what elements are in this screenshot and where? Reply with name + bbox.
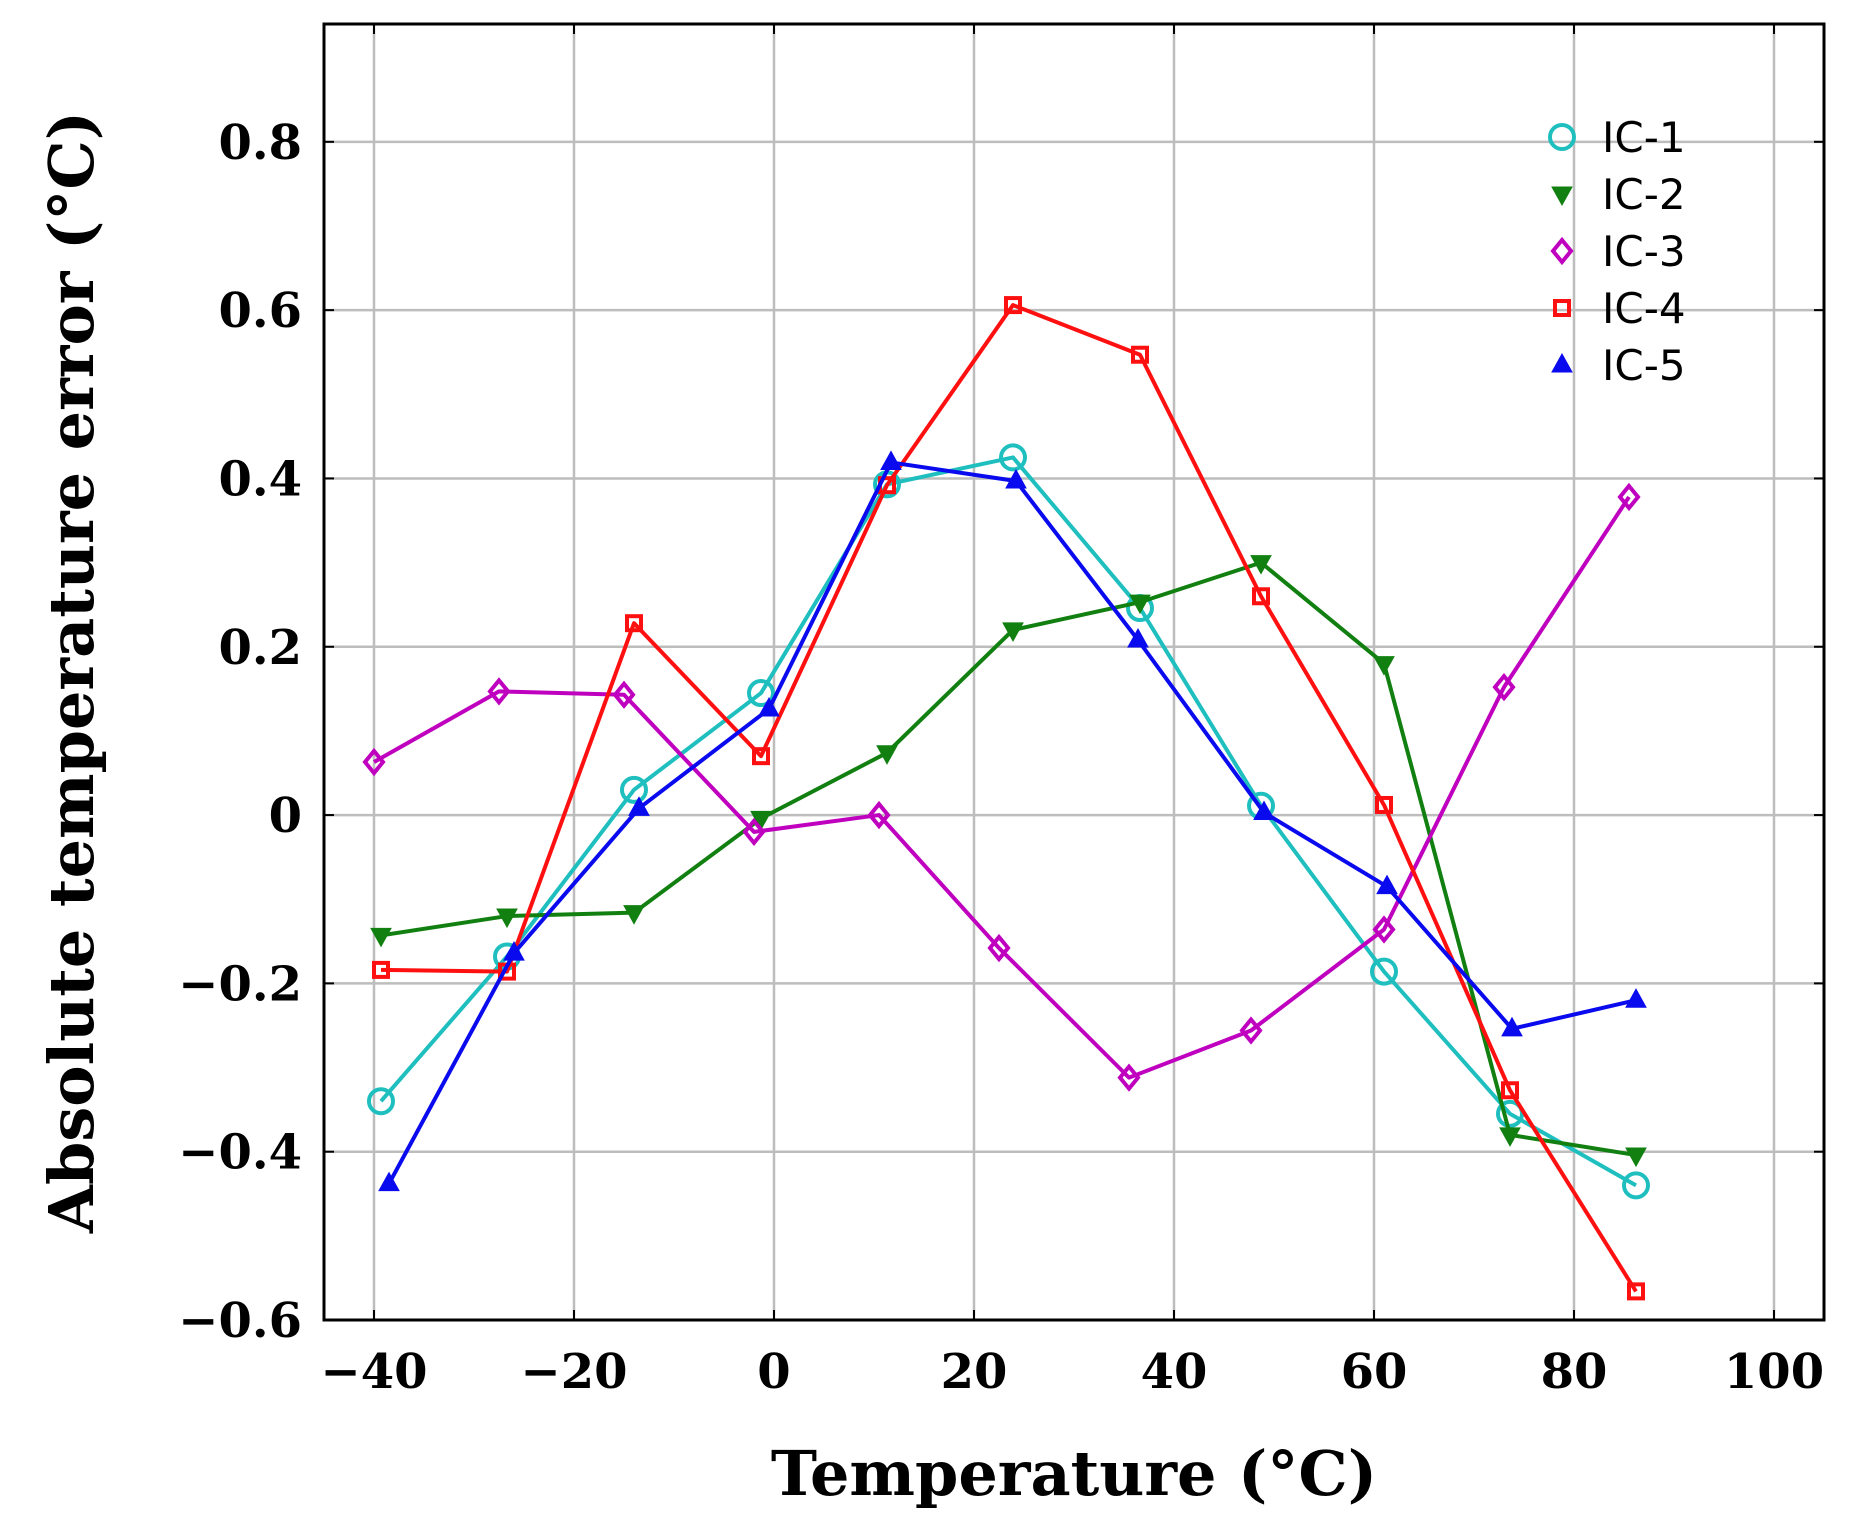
data-point (362, 747, 386, 777)
legend-entry-ic-3: IC-3 (1550, 227, 1686, 276)
data-point (1239, 1016, 1263, 1045)
series-ic-3 (362, 482, 1641, 1092)
data-point (999, 443, 1027, 472)
data-point (1496, 1099, 1524, 1128)
data-point (1131, 345, 1149, 364)
series-line (387, 460, 1637, 1185)
y-axis-label: Absolute temperature error (°C) (35, 111, 108, 1234)
legend-label: IC-2 (1602, 170, 1686, 219)
x-tick-label: 80 (1541, 1344, 1608, 1400)
data-point (747, 679, 775, 708)
legend-marker (1551, 352, 1573, 373)
data-point (372, 960, 390, 979)
data-point (1004, 296, 1022, 315)
series-ic-4 (372, 296, 1645, 1301)
data-point (1617, 482, 1641, 512)
legend: IC-1 IC-2 IC-3 IC-4 IC-5 (1548, 113, 1686, 390)
legend-entry-ic-4: IC-4 (1553, 284, 1686, 333)
data-point (496, 908, 518, 929)
data-point (620, 775, 648, 804)
data-point (876, 745, 898, 765)
plot-frame (322, 22, 1826, 1322)
data-point (1501, 1081, 1519, 1100)
data-point (1002, 622, 1024, 642)
plot-series (362, 296, 1650, 1301)
data-point (1627, 1282, 1645, 1301)
x-tick-label: 20 (941, 1344, 1008, 1400)
x-axis: −40 −20 0 20 40 60 80 100 (320, 24, 1824, 1400)
data-point (1375, 795, 1393, 814)
y-tick-label: −0.4 (178, 1125, 302, 1181)
series-line (380, 560, 1637, 1158)
data-point (623, 905, 645, 925)
data-point (612, 680, 636, 709)
y-tick-label: 0.2 (218, 620, 302, 676)
data-point (378, 1171, 400, 1192)
data-point (370, 927, 392, 948)
data-point (1622, 1171, 1650, 1200)
data-point (1117, 1063, 1141, 1092)
y-tick-label: −0.6 (178, 1293, 302, 1349)
series-line (380, 303, 1638, 1293)
data-point (503, 941, 525, 961)
x-tick-label: 100 (1724, 1344, 1824, 1400)
series-line (373, 495, 1631, 1080)
series-ic-2 (370, 555, 1647, 1168)
data-point (880, 450, 902, 470)
legend-entry-ic-1: IC-1 (1548, 113, 1686, 162)
data-point (1253, 800, 1275, 821)
data-point (742, 817, 766, 847)
y-tick-label: 0.6 (218, 283, 302, 339)
legend-marker (1553, 299, 1571, 317)
legend-entry-ic-5: IC-5 (1551, 341, 1686, 390)
data-point (987, 933, 1011, 963)
data-point (1499, 1127, 1521, 1147)
data-point (1625, 988, 1647, 1008)
series-ic-1 (367, 443, 1650, 1200)
data-point (1376, 874, 1398, 895)
data-point (1370, 957, 1398, 986)
data-point (1250, 555, 1272, 575)
data-point (367, 1087, 395, 1116)
y-axis: −0.6 −0.4 −0.2 0 0.2 0.4 0.6 0.8 (178, 115, 1824, 1349)
x-tick-label: 60 (1341, 1344, 1408, 1400)
legend-marker (1550, 236, 1574, 266)
legend-label: IC-5 (1602, 341, 1686, 390)
data-point (1373, 656, 1395, 676)
series-line (379, 455, 1637, 1188)
data-point (625, 614, 643, 633)
data-point (758, 696, 780, 717)
data-point (752, 747, 770, 766)
y-tick-label: 0.4 (218, 451, 302, 507)
x-tick-label: −20 (520, 1344, 627, 1400)
legend-label: IC-3 (1602, 227, 1686, 276)
data-point (1127, 627, 1149, 648)
y-tick-label: 0.8 (218, 115, 302, 171)
data-point (867, 800, 891, 830)
series-ic-5 (378, 450, 1647, 1192)
legend-entry-ic-2: IC-2 (1551, 170, 1686, 219)
y-tick-label: −0.2 (178, 956, 302, 1012)
y-tick-label: 0 (269, 788, 302, 844)
x-axis-label: Temperature (°C) (771, 1437, 1377, 1510)
data-point (1005, 468, 1027, 489)
legend-marker (1551, 186, 1573, 207)
data-point (1372, 915, 1396, 944)
data-point (1129, 594, 1151, 615)
x-tick-label: −40 (320, 1344, 427, 1400)
data-point (1501, 1016, 1523, 1037)
grid (324, 24, 1824, 1322)
legend-label: IC-4 (1602, 284, 1686, 333)
data-point (1492, 672, 1516, 702)
data-point (628, 796, 650, 816)
data-point (487, 677, 511, 706)
x-tick-label: 40 (1141, 1344, 1208, 1400)
data-point (1252, 587, 1270, 606)
x-tick-label: 0 (757, 1344, 790, 1400)
legend-label: IC-1 (1602, 113, 1686, 162)
legend-marker (1548, 123, 1576, 151)
data-point (1625, 1147, 1647, 1168)
